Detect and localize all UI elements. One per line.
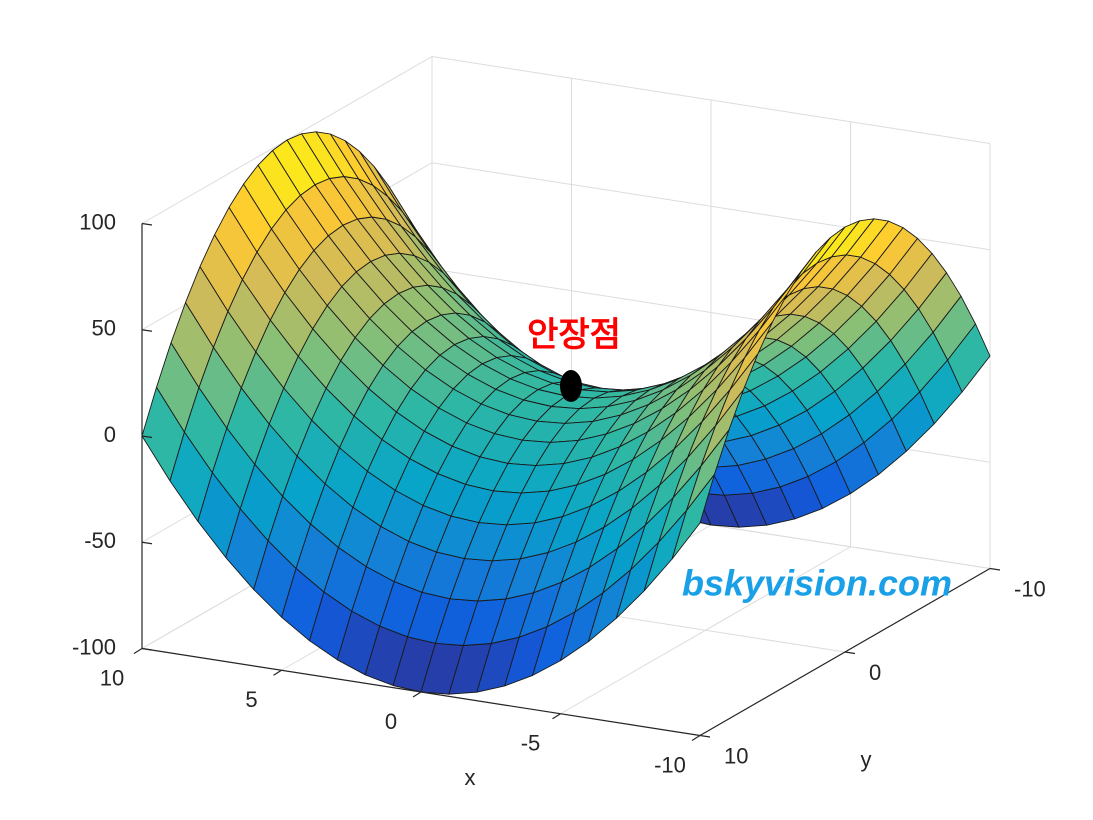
surface-patch [729, 321, 773, 391]
y-tick [844, 651, 856, 655]
y-tick-label: 0 [869, 660, 881, 685]
z-tick [141, 541, 153, 545]
surface-patch [199, 234, 243, 312]
x-tick [412, 691, 422, 698]
z-tick-label: 50 [92, 316, 116, 341]
z-tick-label: 100 [79, 209, 116, 234]
y-tick-label: 10 [724, 743, 748, 768]
y-tick [699, 734, 711, 738]
y-tick [989, 567, 1001, 571]
y-axis-label: y [861, 747, 872, 772]
z-tick [141, 435, 153, 439]
x-tick-label: 5 [245, 687, 257, 712]
x-tick-label: 10 [100, 665, 124, 690]
x-tick-label: -5 [521, 731, 541, 756]
z-tick-label: 0 [104, 422, 116, 447]
x-tick-label: 0 [385, 709, 397, 734]
z-tick [141, 647, 153, 651]
x-tick-label: -10 [654, 752, 686, 777]
annotation: 안장점 [527, 316, 621, 354]
z-tick [141, 222, 153, 226]
x-axis-label: x [465, 765, 476, 790]
x-tick [691, 734, 701, 742]
x-tick [273, 669, 282, 676]
z-tick [141, 329, 153, 332]
y-tick-label: -10 [1014, 576, 1046, 601]
z-tick-label: -50 [84, 528, 116, 553]
saddle-point [560, 370, 582, 402]
x-tick [552, 713, 561, 720]
x-tick [133, 647, 143, 655]
z-tick-label: -100 [72, 634, 116, 659]
watermark: bskyvision.com [682, 563, 952, 604]
surface [141, 131, 991, 695]
